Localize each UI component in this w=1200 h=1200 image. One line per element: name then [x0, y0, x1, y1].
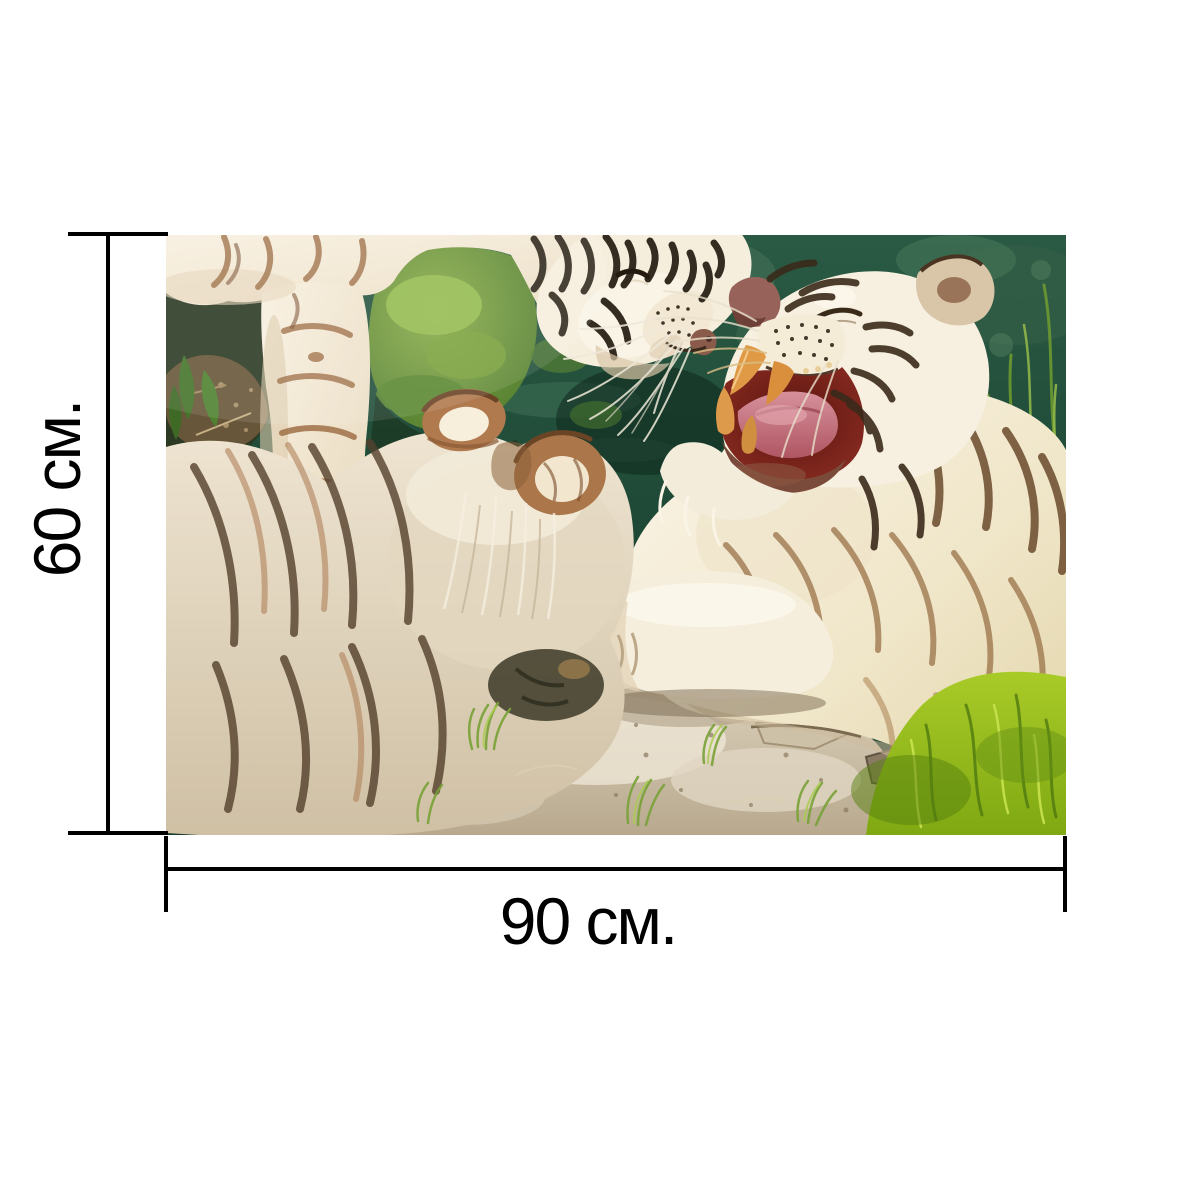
width-dimension-tick-left: [164, 836, 168, 912]
white-tigers-photo: [166, 235, 1066, 835]
height-dimension-cap-bottom: [68, 831, 168, 835]
width-dimension-tick-right: [1063, 836, 1067, 912]
whiskers-overlay: [563, 290, 839, 458]
leaning-tiger-head: [530, 235, 752, 380]
grass-tufts: [416, 701, 838, 827]
sunlit-grass: [851, 671, 1066, 835]
width-dimension-line: [166, 867, 1066, 871]
sunlight-glow: [166, 235, 606, 425]
width-label: 90 см.: [499, 884, 678, 958]
height-label: 60 см.: [20, 400, 94, 578]
left-ground: [166, 293, 280, 471]
foreground-tiger: [166, 388, 634, 835]
white-tigers-photo-art: [166, 235, 1066, 835]
height-dimension-cap-top: [68, 232, 168, 236]
height-dimension-line: [106, 233, 110, 833]
